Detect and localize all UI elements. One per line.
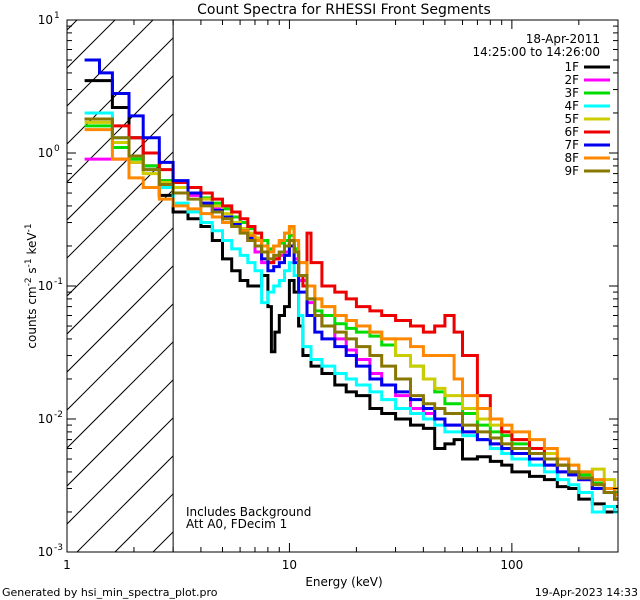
y-tick-label: 10	[38, 146, 53, 160]
y-tick-exponent: -1	[54, 277, 63, 287]
y-tick-exponent: -2	[54, 410, 63, 420]
y-tick-exponent: 0	[54, 144, 60, 154]
y-tick-label: 10	[38, 279, 53, 293]
series-layer	[84, 58, 618, 514]
hatch-line	[67, 20, 192, 145]
legend-label-1F: 1F	[564, 60, 579, 74]
legend-label-6F: 6F	[564, 125, 579, 139]
y-label-part: counts cm	[25, 286, 39, 348]
series-line-7F	[84, 58, 618, 501]
annotation-background: Includes Background	[186, 505, 311, 519]
y-axis-label: counts cm-2 s-1 keV-1	[24, 223, 39, 348]
timestamp-label: 19-Apr-2023 14:33	[535, 586, 638, 599]
series-line-8F	[84, 128, 618, 497]
chart-title: Count Spectra for RHESSI Front Segments	[197, 2, 491, 18]
legend-label-4F: 4F	[564, 99, 579, 113]
y-tick-exponent: 1	[54, 11, 60, 21]
x-axis-label: Energy (keV)	[305, 575, 382, 589]
annotation-attenuator: Att A0, FDecim 1	[186, 517, 287, 531]
legend-label-9F: 9F	[564, 164, 579, 178]
legend-label-7F: 7F	[564, 138, 579, 152]
series-line-6F	[84, 117, 618, 501]
x-tick-label: 100	[500, 558, 523, 572]
axes	[66, 19, 619, 553]
y-label-sup: -1	[24, 223, 34, 232]
x-tick-label: 10	[282, 558, 297, 572]
legend-label-3F: 3F	[564, 86, 579, 100]
series-line-1F	[84, 79, 618, 514]
x-tick-label: 1	[63, 558, 71, 572]
y-tick-exponent: -3	[54, 543, 63, 553]
time-range-label: 14:25:00 to 14:26:00	[473, 45, 600, 59]
generated-by-label: Generated by hsi_min_spectra_plot.pro	[2, 586, 218, 599]
series-line-9F	[84, 117, 618, 501]
y-tick-label: 10	[38, 412, 53, 426]
hatch-line	[67, 20, 230, 183]
y-label-part: keV	[25, 232, 39, 259]
date-label: 18-Apr-2011	[526, 32, 600, 46]
y-label-sup: -1	[24, 258, 34, 267]
legend-label-5F: 5F	[564, 112, 579, 126]
y-tick-label: 10	[38, 13, 53, 27]
legend-label-2F: 2F	[564, 73, 579, 87]
legend-label-8F: 8F	[564, 151, 579, 165]
y-label-sup: -2	[24, 277, 34, 286]
y-tick-label: 10	[38, 545, 53, 559]
y-label-part: s	[25, 267, 39, 277]
